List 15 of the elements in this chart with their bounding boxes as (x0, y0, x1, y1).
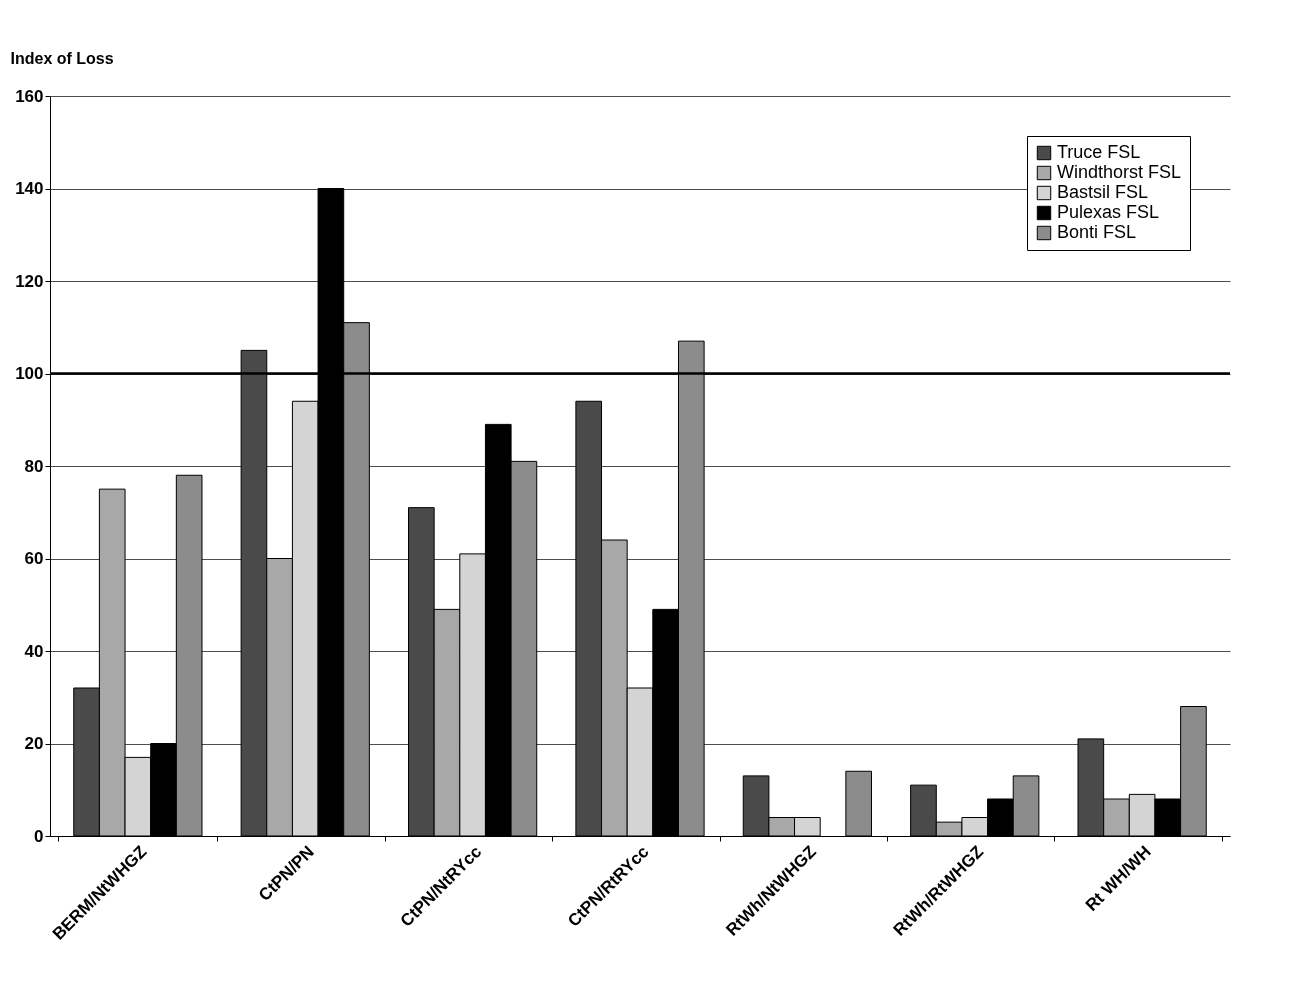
y-tick-label: 160 (15, 86, 44, 106)
y-tick-label: 20 (24, 734, 44, 753)
y-axis-title: Index of Loss (10, 49, 114, 67)
y-tick-label: 120 (15, 271, 44, 291)
y-tick-label: 0 (34, 826, 44, 846)
y-tick-label: 40 (24, 641, 44, 661)
y-tick-label: 100 (15, 364, 44, 383)
y-tick-label: 60 (24, 549, 44, 568)
legend-label: Windthorst FSL (1057, 162, 1182, 182)
legend-label: Pulexas FSL (1057, 202, 1160, 222)
legend-label: Bonti FSL (1057, 222, 1137, 242)
y-tick-label: 80 (24, 456, 44, 476)
y-tick-label: 140 (15, 179, 44, 198)
legend-label: Bastsil FSL (1057, 182, 1149, 202)
legend-label: Truce FSL (1057, 142, 1141, 162)
